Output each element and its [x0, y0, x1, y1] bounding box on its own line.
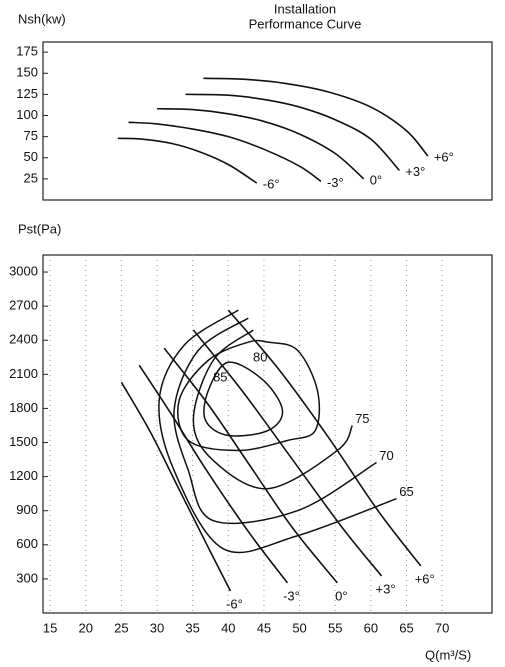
curve [163, 347, 338, 584]
curve-label: 0° [370, 172, 382, 187]
curve-label: +6° [434, 150, 454, 165]
x-tick-label: 25 [114, 620, 128, 635]
y-tick-label: 100 [16, 107, 38, 122]
y-tick-label: 25 [24, 170, 38, 185]
x-tick-label: 45 [257, 620, 271, 635]
efficiency-contour [192, 329, 353, 490]
y-tick-label: 175 [16, 44, 38, 59]
y-tick-label: 300 [16, 570, 38, 585]
y-tick-label: 900 [16, 502, 38, 517]
y-tick-label: 3000 [9, 263, 38, 278]
y-tick-label: 1200 [9, 468, 38, 483]
x-tick-label: 30 [150, 620, 164, 635]
x-tick-label: 55 [328, 620, 342, 635]
efficiency-contour [177, 339, 321, 452]
y-tick-label: 2100 [9, 366, 38, 381]
curve [128, 121, 322, 183]
curve-label: +3° [405, 164, 425, 179]
curve-label: 0° [335, 588, 347, 603]
efficiency-contour [158, 309, 397, 554]
curve [185, 93, 400, 171]
y-tick-label: 1800 [9, 400, 38, 415]
curve [227, 309, 422, 567]
x-axis-label: Q(m³/S) [425, 647, 471, 662]
chart-title: Installation [274, 1, 336, 16]
curve [192, 329, 383, 577]
x-tick-label: 50 [292, 620, 306, 635]
x-tick-label: 35 [185, 620, 199, 635]
y-tick-label: 75 [24, 128, 38, 143]
curve-label: -3° [283, 588, 300, 603]
curve-label: -6° [226, 596, 243, 611]
curve [138, 364, 289, 584]
curve [117, 137, 258, 184]
contour-label: 85 [213, 370, 227, 385]
curve-label: +3° [376, 581, 396, 596]
x-tick-label: 60 [364, 620, 378, 635]
plot-frame [42, 254, 493, 614]
contour-label: 65 [399, 484, 413, 499]
x-tick-label: 70 [435, 620, 449, 635]
x-tick-label: 40 [221, 620, 235, 635]
contour-label: 75 [355, 411, 369, 426]
curve [120, 381, 232, 592]
chart-title: Performance Curve [249, 16, 362, 31]
x-tick-label: 15 [43, 620, 57, 635]
y-tick-label: 2400 [9, 332, 38, 347]
contour-label: 70 [379, 448, 393, 463]
curve [203, 77, 429, 157]
y-tick-label: 600 [16, 536, 38, 551]
y-tick-label: 1500 [9, 434, 38, 449]
x-tick-label: 20 [79, 620, 93, 635]
y-tick-label: 50 [24, 149, 38, 164]
y-tick-label: 125 [16, 86, 38, 101]
contour-label: 80 [253, 350, 267, 365]
y-tick-label: 150 [16, 65, 38, 80]
curve-label: +6° [415, 571, 435, 586]
plot-frame [42, 41, 493, 201]
curve [157, 107, 365, 180]
x-tick-label: 65 [399, 620, 413, 635]
curve-label: -6° [263, 177, 280, 192]
efficiency-contour [173, 317, 377, 525]
y-tick-label: 2700 [9, 298, 38, 313]
efficiency-contour [203, 361, 284, 437]
curve-label: -3° [327, 175, 344, 190]
y-axis-label: Pst(Pa) [18, 221, 61, 236]
y-axis-label: Nsh(kw) [18, 11, 66, 26]
